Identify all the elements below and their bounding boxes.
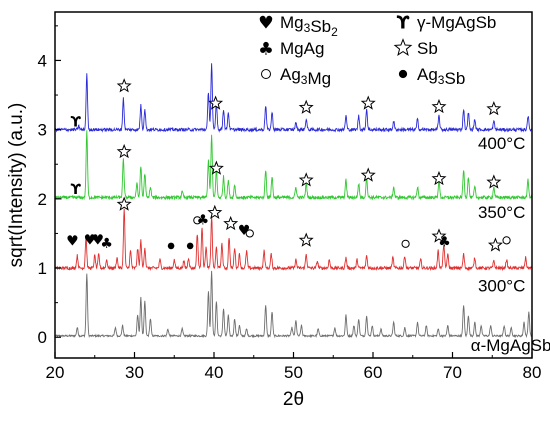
star-marker <box>298 99 314 114</box>
peak-markers: ϒϒ♥ ♥♥♣♣♥♣ <box>66 78 511 252</box>
svg-text:♥: ♥ <box>92 233 105 249</box>
svg-text:ϒ: ϒ <box>396 13 410 33</box>
y-tick-label: 1 <box>38 259 47 278</box>
y-tick-label: 2 <box>38 190 47 209</box>
x-tick-label: 20 <box>46 363 65 382</box>
star-marker <box>360 167 376 182</box>
star-marker <box>486 174 502 189</box>
series-line-2 <box>54 130 533 201</box>
star-marker <box>298 232 314 247</box>
svg-text:ϒ: ϒ <box>70 114 81 130</box>
heart-marker: ♥ <box>258 13 274 33</box>
dot-marker <box>167 242 175 250</box>
heart-marker: ♥ <box>84 233 97 249</box>
x-tick-label: 80 <box>523 363 542 382</box>
legend-entry-star: Sb <box>417 39 438 58</box>
circle-marker <box>502 236 511 245</box>
svg-text:♣: ♣ <box>438 235 451 251</box>
y-axis-title: sqrt(Intensity) (a.u.) <box>6 103 27 268</box>
circle-marker <box>401 239 410 248</box>
legend-entry-circle: Ag3Mg <box>280 65 331 88</box>
circle-marker <box>193 216 202 225</box>
legend-entry-gamma: γ-MgAgSb <box>417 13 496 32</box>
star-marker <box>116 78 132 93</box>
star-marker <box>207 204 223 220</box>
star-marker <box>486 101 502 116</box>
star-marker <box>298 172 314 187</box>
curve-label: α-MgAgSb <box>471 336 550 355</box>
star-marker <box>223 215 239 231</box>
curve-label: 350°C <box>478 203 525 222</box>
star-marker <box>431 228 447 243</box>
club-marker: ♣ <box>438 235 451 251</box>
svg-text:♣: ♣ <box>197 213 210 229</box>
star-marker <box>487 237 503 252</box>
star-marker <box>116 196 132 211</box>
heart-marker: ♥ <box>92 233 105 249</box>
svg-text:♥: ♥ <box>258 13 274 33</box>
x-axis-title: 2θ <box>283 389 304 410</box>
star-marker <box>431 170 447 186</box>
svg-text:ϒ: ϒ <box>70 182 81 198</box>
club-marker: ♣ <box>100 236 113 252</box>
x-tick-label: 50 <box>284 363 303 382</box>
circle-marker <box>245 229 254 238</box>
x-tick-label: 70 <box>443 363 462 382</box>
axis-ticks: 20 30 40 50 60 70 80 0 1 2 3 4 <box>38 25 542 382</box>
dot-marker <box>398 69 408 79</box>
circle-marker <box>261 69 271 79</box>
gamma-marker: ϒ <box>396 13 410 33</box>
legend-entry-club: MgAg <box>280 39 324 58</box>
svg-text:♥: ♥ <box>84 233 97 249</box>
svg-text:♣: ♣ <box>258 39 274 59</box>
star-marker <box>360 95 376 110</box>
star-marker <box>393 38 413 56</box>
x-tick-label: 40 <box>205 363 224 382</box>
svg-text:♣: ♣ <box>100 236 113 252</box>
star-marker <box>116 143 132 159</box>
club-marker: ♣ <box>197 213 210 229</box>
x-tick-label: 30 <box>125 363 144 382</box>
x-tick-label: 60 <box>364 363 383 382</box>
legend-entry-dot: Ag3Sb <box>417 65 465 88</box>
dot-marker <box>186 242 194 250</box>
star-marker <box>208 160 224 175</box>
star-marker <box>431 98 447 114</box>
legend-entry-heart: Mg3Sb2 <box>280 13 338 39</box>
svg-text:♥: ♥ <box>66 233 79 249</box>
gamma-marker: ϒ <box>70 114 81 130</box>
curve-label: 300°C <box>478 277 525 296</box>
curve-labels: 400°C 350°C 300°C α-MgAgSb <box>471 134 550 355</box>
club-marker: ♣ <box>258 39 274 59</box>
curve-label: 400°C <box>478 134 525 153</box>
series-line-1 <box>54 208 533 272</box>
series-line-3 <box>54 63 533 133</box>
gamma-marker: ϒ <box>70 182 81 198</box>
y-tick-label: 4 <box>38 51 47 70</box>
y-tick-label: 3 <box>38 121 47 140</box>
plot-frame <box>54 11 533 359</box>
heart-marker: ♥ <box>66 233 79 249</box>
series-line-0 <box>54 270 533 339</box>
y-tick-label: 0 <box>38 328 47 347</box>
series-layer <box>54 63 533 339</box>
star-marker <box>208 95 224 110</box>
